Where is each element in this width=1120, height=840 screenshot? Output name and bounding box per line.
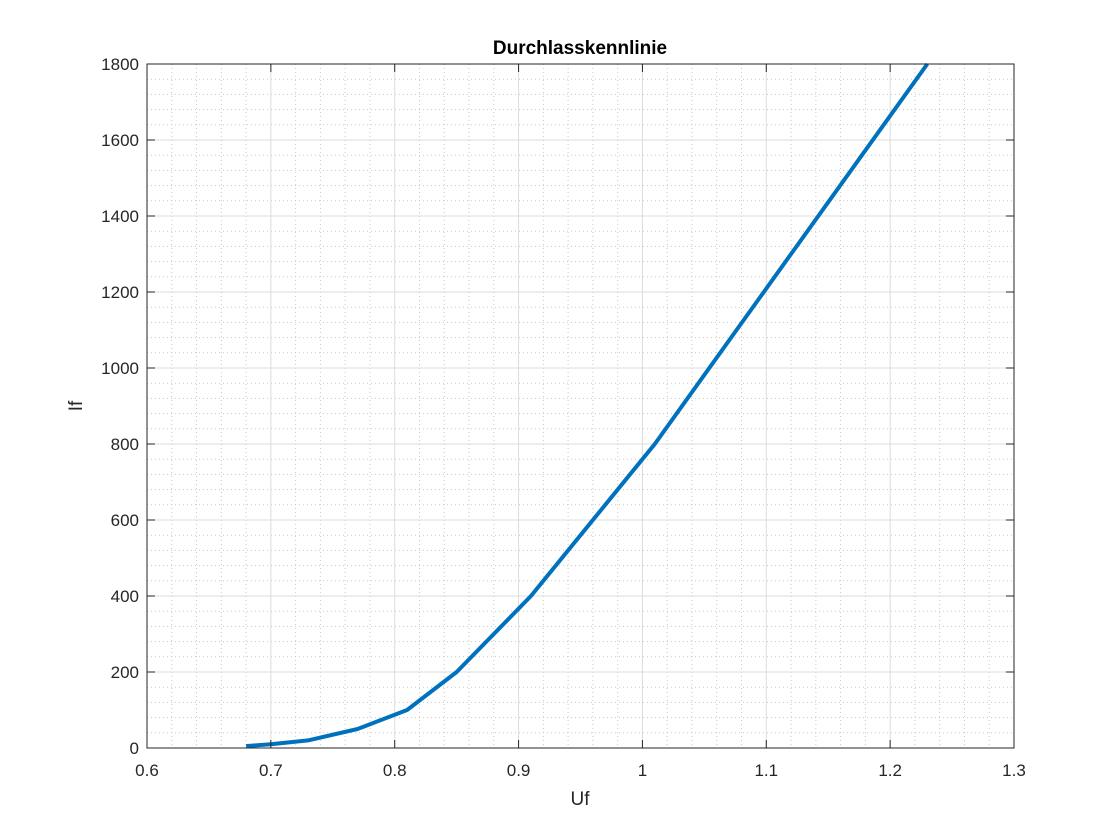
y-tick-label: 800 — [111, 435, 139, 454]
x-axis-label: Uf — [571, 789, 591, 810]
y-tick-label: 1600 — [101, 131, 139, 150]
series-layer — [245, 62, 929, 749]
y-tick-label: 1800 — [101, 55, 139, 74]
y-tick-label: 1200 — [101, 283, 139, 302]
x-tick-label: 1.2 — [878, 761, 902, 780]
chart-title: Durchlasskennlinie — [493, 38, 667, 59]
y-tick-label: 1000 — [101, 359, 139, 378]
series-line — [245, 62, 929, 749]
x-tick-label: 0.8 — [383, 761, 407, 780]
x-tick-label: 1 — [638, 761, 647, 780]
y-tick-label: 0 — [130, 739, 139, 758]
plot-area — [147, 64, 1014, 748]
y-tick-label: 200 — [111, 663, 139, 682]
y-tick-label: 1400 — [101, 207, 139, 226]
minor-grid — [147, 64, 1014, 748]
x-tick-label: 0.6 — [135, 761, 159, 780]
x-tick-label: 0.7 — [259, 761, 283, 780]
x-tick-label: 1.1 — [754, 761, 778, 780]
y-axis-label: If — [66, 400, 87, 411]
x-tick-label: 1.3 — [1002, 761, 1026, 780]
y-tick-label: 400 — [111, 587, 139, 606]
y-tick-label: 600 — [111, 511, 139, 530]
x-tick-label: 0.9 — [507, 761, 531, 780]
x-axis: 0.6 0.7 0.8 0.9 1 1.1 1.2 1.3 — [135, 64, 1026, 780]
axes-box — [146, 63, 1015, 749]
y-axis: 0 200 400 600 800 1000 1200 1400 1600 1800 — [101, 55, 1014, 758]
